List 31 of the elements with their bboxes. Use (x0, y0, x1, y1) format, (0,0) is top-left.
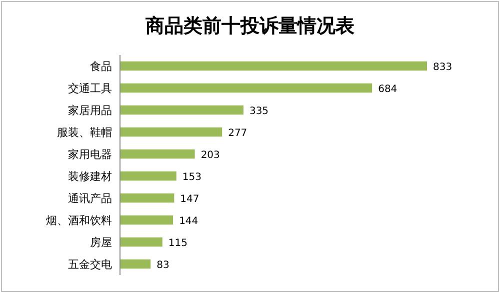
bar (120, 83, 372, 93)
y-tick-label: 五金交电 (68, 258, 112, 271)
y-tick-label: 装修建材 (68, 170, 112, 183)
data-label: 147 (180, 194, 200, 205)
data-label: 684 (378, 84, 398, 95)
data-label: 203 (200, 150, 220, 161)
data-label: 83 (156, 260, 170, 271)
y-tick-label: 烟、酒和饮料 (46, 214, 112, 227)
bar (120, 237, 162, 247)
data-label: 144 (179, 216, 198, 227)
data-label: 335 (249, 106, 269, 117)
bar (120, 149, 195, 159)
y-tick-label: 家居用品 (68, 104, 112, 117)
y-tick-label: 通讯产品 (68, 192, 112, 205)
chart-title: 商品类前十投诉量情况表 (144, 15, 356, 37)
bar (120, 193, 174, 203)
bar (120, 61, 427, 71)
y-tick-label: 服装、鞋帽 (57, 126, 112, 139)
bar (120, 105, 244, 115)
y-tick-label: 房屋 (90, 236, 112, 249)
bar (120, 127, 222, 137)
data-label: 153 (182, 172, 202, 183)
bar (120, 171, 176, 181)
y-tick-label: 食品 (90, 60, 112, 73)
data-label: 115 (168, 238, 188, 249)
data-label: 833 (433, 62, 452, 73)
y-tick-label: 家用电器 (68, 148, 112, 161)
bar (120, 259, 151, 269)
bar (120, 215, 174, 225)
y-tick-label: 交通工具 (68, 82, 112, 95)
data-label: 277 (228, 128, 248, 139)
